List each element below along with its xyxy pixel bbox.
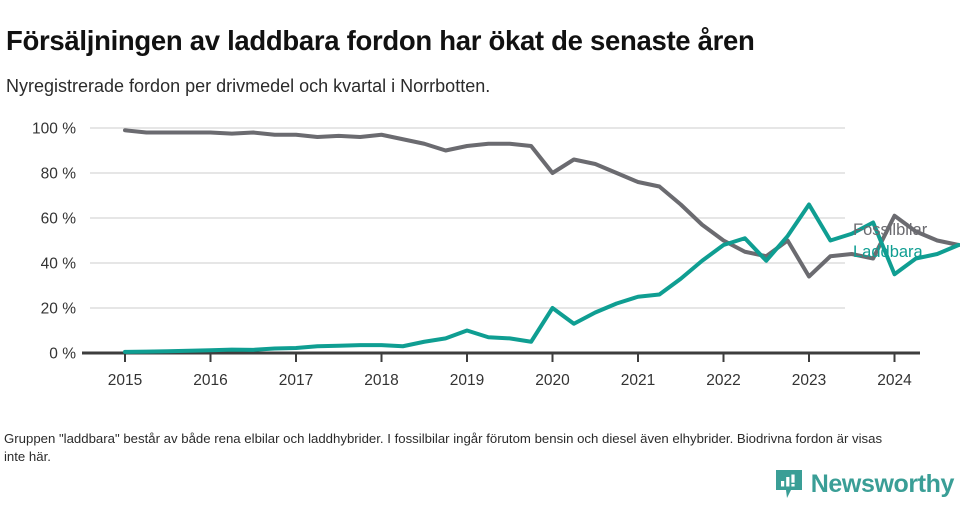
x-tick-label: 2020 xyxy=(535,372,570,389)
bar-chart-speech-bubble-icon xyxy=(775,470,802,498)
newsworthy-logo: Newsworthy xyxy=(775,468,954,500)
y-tick-label: 20 % xyxy=(41,301,77,318)
x-axis-tick-labels: 2015 2016 2017 2018 2019 2020 2021 2022 2023 2024 xyxy=(108,372,912,389)
chart-svg: 0 %20 %40 %60 %80 %100 % 2015 2016 2017 201… xyxy=(32,121,960,389)
page-subtitle: Nyregistrerade fordon per drivmedel och … xyxy=(6,76,491,96)
x-tick-label: 2023 xyxy=(792,372,826,389)
x-tick-label: 2024 xyxy=(877,372,912,389)
chart-legend: Fossilbilar Laddbara xyxy=(853,221,928,261)
series-line-laddbara xyxy=(123,202,960,354)
y-tick-label: 80 % xyxy=(41,166,77,183)
x-tick-label: 2017 xyxy=(279,372,313,389)
x-tick-label: 2015 xyxy=(108,372,142,389)
legend-label-fossilbilar: Fossilbilar xyxy=(853,221,928,239)
x-tick-label: 2022 xyxy=(706,372,740,389)
x-axis-ticks xyxy=(124,353,896,362)
x-tick-label: 2016 xyxy=(193,372,227,389)
chart-footnote: Gruppen "laddbara" består av både rena e… xyxy=(4,431,883,464)
x-tick-label: 2019 xyxy=(450,372,484,389)
series-line-fossilbilar xyxy=(123,128,960,279)
line-chart: 0 % 20 % 40 % 60 % 80 % 100 % 2015 2016 2017 201… xyxy=(0,110,960,400)
y-tick-label: 100 % xyxy=(32,121,76,138)
chart-gridlines xyxy=(90,127,845,309)
page-title: Försäljningen av laddbara fordon har öka… xyxy=(6,25,755,57)
y-tick-label: 0 % xyxy=(49,346,76,363)
y-tick-label: 40 % xyxy=(41,256,77,273)
y-tick-label: 60 % xyxy=(41,211,77,228)
logo-wordmark: Newsworthy xyxy=(810,470,955,498)
y-axis-tick-labels: 0 % 20 % 40 % 60 % 80 % 100 % xyxy=(32,121,76,363)
x-tick-label: 2021 xyxy=(621,372,655,389)
chart-series-lines xyxy=(123,128,960,354)
legend-label-laddbara: Laddbara xyxy=(853,243,924,261)
x-tick-label: 2018 xyxy=(364,372,398,389)
